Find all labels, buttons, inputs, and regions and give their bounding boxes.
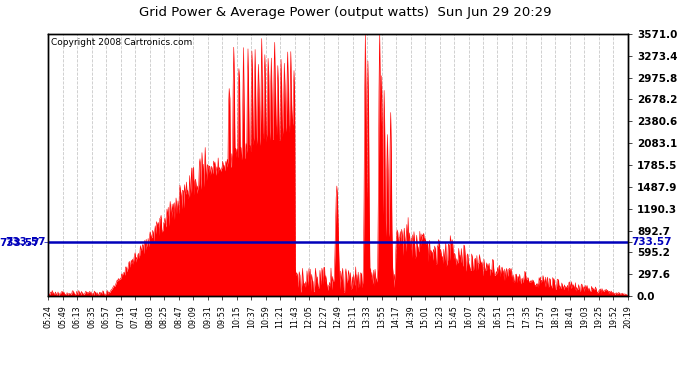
Text: Copyright 2008 Cartronics.com: Copyright 2008 Cartronics.com <box>51 38 193 47</box>
Text: 733.57: 733.57 <box>631 237 671 248</box>
Text: 733.57: 733.57 <box>5 237 46 248</box>
Text: Grid Power & Average Power (output watts)  Sun Jun 29 20:29: Grid Power & Average Power (output watts… <box>139 6 551 19</box>
